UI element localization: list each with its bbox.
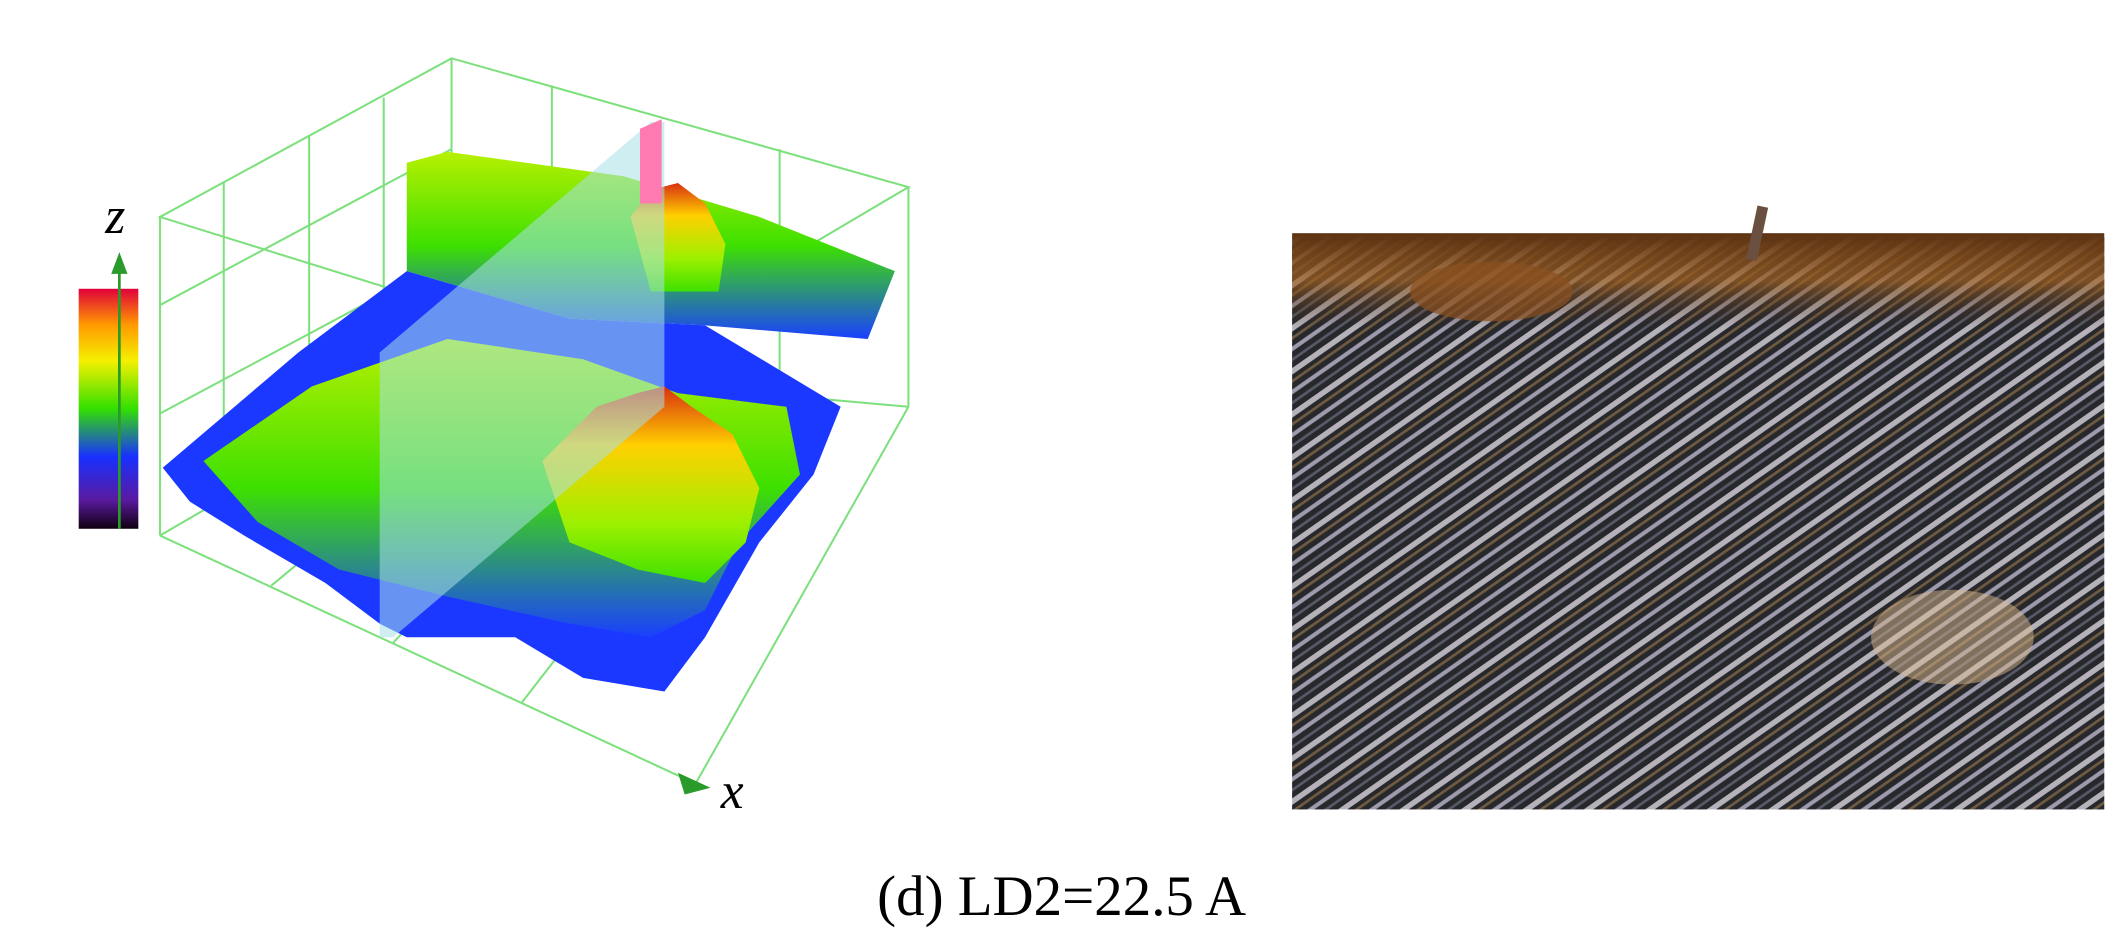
z-arrow	[111, 252, 128, 274]
colorbar	[78, 288, 139, 529]
z-axis-label: z	[104, 188, 125, 245]
x-axis-label: x	[720, 763, 744, 820]
micrograph	[1292, 205, 2105, 810]
caption: (d) LD2=22.5 A	[877, 865, 1246, 928]
x-arrow	[677, 772, 711, 795]
surface-plot	[162, 119, 895, 692]
